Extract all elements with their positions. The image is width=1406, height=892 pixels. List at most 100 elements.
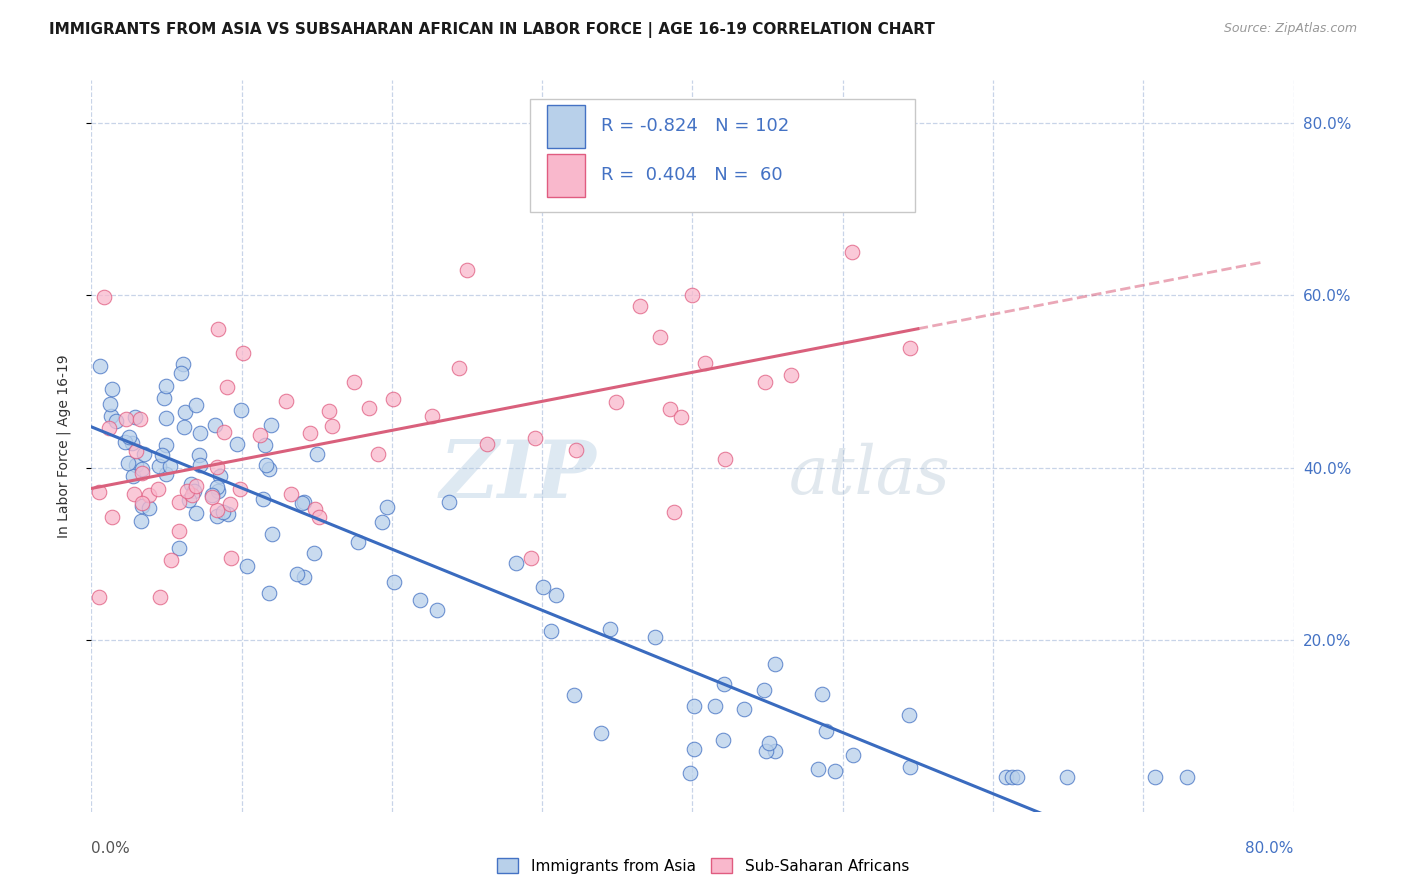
Point [254, 458, 277, 472]
Point [152, 391, 174, 405]
Point [897, 707, 920, 722]
Point [605, 395, 627, 409]
Point [669, 409, 692, 424]
Point [170, 366, 193, 380]
Point [1001, 770, 1024, 784]
Point [841, 245, 863, 260]
Point [217, 507, 239, 521]
Point [562, 688, 585, 702]
Point [711, 733, 734, 747]
Text: 80.0%: 80.0% [1246, 841, 1294, 856]
Point [253, 438, 276, 452]
Point [357, 401, 380, 416]
Point [375, 500, 398, 515]
Point [304, 501, 326, 516]
Point [155, 379, 177, 393]
Point [307, 447, 329, 461]
Point [184, 479, 207, 493]
Point [382, 392, 405, 406]
Point [754, 375, 776, 389]
Point [1175, 770, 1198, 784]
Point [252, 492, 274, 507]
Point [214, 425, 236, 440]
Point [714, 452, 737, 467]
Point [679, 765, 702, 780]
Point [122, 469, 145, 483]
Point [100, 509, 122, 524]
Point [257, 461, 280, 475]
Point [98, 396, 121, 410]
Point [321, 419, 343, 434]
Point [155, 467, 177, 481]
Point [644, 630, 666, 644]
Point [236, 559, 259, 574]
Point [167, 495, 190, 509]
Point [343, 375, 366, 389]
Point [101, 382, 124, 396]
Text: R =  0.404   N =  60: R = 0.404 N = 60 [602, 167, 783, 185]
Point [285, 567, 308, 582]
Point [226, 437, 249, 451]
Point [184, 398, 207, 412]
Point [172, 357, 194, 371]
Point [131, 496, 153, 510]
Point [131, 461, 153, 475]
Point [229, 482, 252, 496]
FancyBboxPatch shape [530, 99, 915, 212]
Point [367, 446, 389, 460]
Point [118, 430, 141, 444]
Point [565, 443, 588, 458]
Point [807, 762, 830, 776]
Point [131, 466, 153, 480]
Point [181, 488, 204, 502]
Point [207, 322, 229, 336]
Point [104, 414, 127, 428]
Point [561, 185, 583, 199]
Point [824, 764, 846, 778]
Point [713, 677, 735, 691]
Point [173, 405, 195, 419]
Point [155, 410, 177, 425]
Point [280, 487, 302, 501]
Point [693, 355, 716, 369]
Point [628, 298, 651, 312]
Point [200, 490, 222, 504]
Point [180, 477, 202, 491]
Text: 0.0%: 0.0% [91, 841, 131, 856]
Point [733, 702, 755, 716]
Point [382, 574, 405, 589]
Point [138, 501, 160, 516]
Point [173, 420, 195, 434]
Point [260, 417, 283, 432]
Point [1056, 770, 1078, 784]
Point [780, 368, 803, 383]
Point [662, 505, 685, 519]
Text: IMMIGRANTS FROM ASIA VS SUBSAHARAN AFRICAN IN LABOR FORCE | AGE 16-19 CORRELATIO: IMMIGRANTS FROM ASIA VS SUBSAHARAN AFRIC… [49, 22, 935, 38]
Point [205, 508, 228, 523]
Text: R = -0.824   N = 102: R = -0.824 N = 102 [602, 118, 789, 136]
Point [249, 428, 271, 442]
Point [599, 622, 621, 636]
Point [167, 541, 190, 555]
Point [683, 742, 706, 756]
Point [87, 485, 110, 500]
Point [763, 657, 786, 671]
Point [995, 770, 1018, 784]
Point [138, 488, 160, 502]
Point [681, 288, 703, 302]
Point [188, 458, 211, 473]
Point [215, 380, 238, 394]
Point [531, 580, 554, 594]
Point [763, 744, 786, 758]
Legend: Immigrants from Asia, Sub-Saharan Africans: Immigrants from Asia, Sub-Saharan Africa… [491, 852, 915, 880]
Point [124, 444, 146, 458]
Point [134, 447, 156, 461]
Point [204, 417, 226, 432]
Point [121, 436, 143, 450]
Point [129, 412, 152, 426]
Point [129, 514, 152, 528]
Point [169, 524, 191, 538]
Point [703, 698, 725, 713]
Point [456, 262, 478, 277]
Y-axis label: In Labor Force | Age 16-19: In Labor Force | Age 16-19 [56, 354, 70, 538]
